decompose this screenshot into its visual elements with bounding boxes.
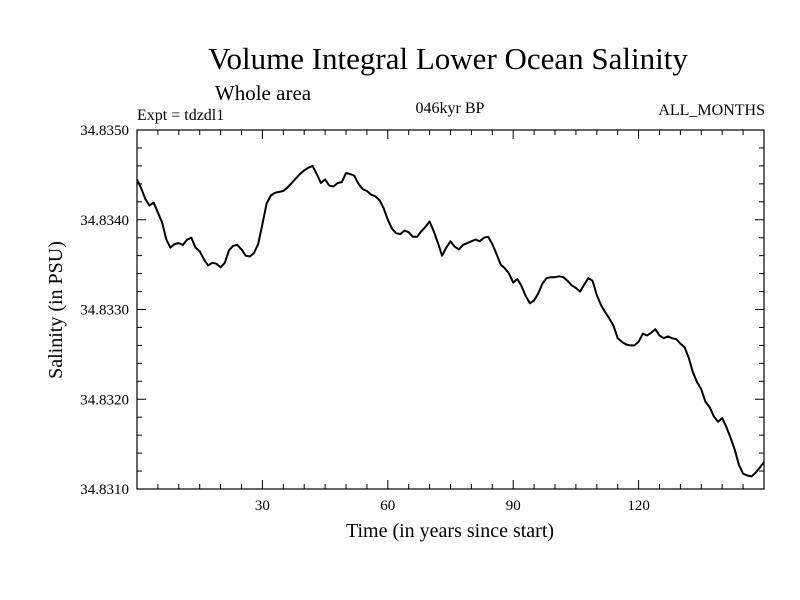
experiment-label: Expt = tdzdl1 (137, 107, 224, 124)
axis-ticks (137, 130, 764, 489)
y-tick-label: 34.8350 (80, 123, 129, 139)
months-label: ALL_MONTHS (658, 102, 765, 119)
chart-title: Volume Integral Lower Ocean Salinity (208, 41, 688, 76)
y-tick-label: 34.8310 (80, 482, 129, 498)
period-label: 046kyr BP (416, 100, 485, 117)
y-tick-label: 34.8330 (80, 303, 129, 319)
y-tick-label: 34.8320 (80, 392, 129, 408)
x-tick-label: 60 (380, 498, 395, 514)
x-tick-labels: 30 60 90 120 (255, 498, 650, 514)
y-tick-label: 34.8340 (80, 213, 129, 229)
x-tick-label: 90 (506, 498, 521, 514)
x-tick-label: 30 (255, 498, 270, 514)
y-tick-labels: 34.8310 34.8320 34.8330 34.8340 34.8350 (80, 123, 129, 498)
x-axis-label: Time (in years since start) (346, 520, 554, 542)
x-tick-label: 120 (627, 498, 650, 514)
y-axis-label: Salinity (in PSU) (45, 241, 67, 379)
salinity-series-line (136, 164, 765, 478)
chart-subtitle: Whole area (215, 81, 312, 105)
